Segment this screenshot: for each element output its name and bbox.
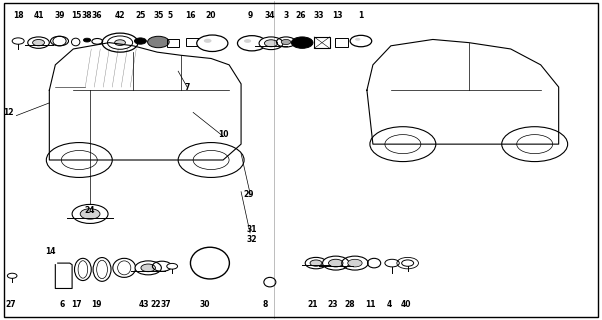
- Text: 20: 20: [206, 11, 216, 20]
- Text: 39: 39: [55, 11, 66, 20]
- Text: 32: 32: [247, 235, 257, 244]
- Text: 5: 5: [168, 11, 173, 20]
- Text: 3: 3: [284, 11, 288, 20]
- Circle shape: [350, 35, 371, 47]
- Text: 37: 37: [161, 300, 172, 309]
- Text: 21: 21: [308, 300, 318, 309]
- Circle shape: [244, 39, 251, 43]
- Text: 29: 29: [243, 190, 253, 199]
- Text: 28: 28: [345, 300, 355, 309]
- Circle shape: [12, 38, 24, 44]
- Text: 30: 30: [200, 300, 210, 309]
- Circle shape: [355, 38, 361, 41]
- Circle shape: [323, 256, 349, 270]
- Text: 31: 31: [247, 225, 257, 234]
- Text: 35: 35: [153, 11, 164, 20]
- Circle shape: [197, 35, 228, 52]
- Circle shape: [134, 38, 146, 44]
- Text: 9: 9: [247, 11, 253, 20]
- Circle shape: [385, 259, 399, 267]
- Text: 26: 26: [296, 11, 306, 20]
- Text: 36: 36: [92, 11, 102, 20]
- Text: 19: 19: [91, 300, 101, 309]
- Text: 24: 24: [85, 206, 95, 215]
- Bar: [314, 37, 330, 48]
- Text: 33: 33: [314, 11, 324, 20]
- Text: 27: 27: [5, 300, 16, 309]
- Text: 22: 22: [150, 300, 161, 309]
- Circle shape: [114, 40, 125, 45]
- Circle shape: [237, 36, 266, 51]
- Circle shape: [329, 259, 343, 267]
- Text: 25: 25: [135, 11, 146, 20]
- Text: 40: 40: [400, 300, 411, 309]
- Circle shape: [264, 40, 278, 47]
- Text: 8: 8: [262, 300, 268, 309]
- Circle shape: [310, 260, 322, 266]
- Bar: [335, 38, 348, 47]
- Text: 18: 18: [13, 11, 23, 20]
- Circle shape: [80, 209, 100, 219]
- Text: 42: 42: [115, 11, 125, 20]
- Text: 38: 38: [82, 11, 92, 20]
- Circle shape: [72, 204, 108, 223]
- Circle shape: [167, 263, 178, 269]
- Bar: [167, 39, 179, 47]
- Circle shape: [305, 257, 327, 269]
- Circle shape: [291, 37, 313, 48]
- Text: 1: 1: [358, 11, 364, 20]
- Circle shape: [259, 37, 283, 50]
- Text: 7: 7: [184, 83, 190, 92]
- Text: 13: 13: [332, 11, 342, 20]
- Text: 14: 14: [45, 247, 56, 257]
- Circle shape: [135, 261, 161, 275]
- Bar: [186, 37, 199, 46]
- Circle shape: [147, 36, 169, 48]
- Circle shape: [7, 273, 17, 278]
- Text: 34: 34: [265, 11, 275, 20]
- Text: 16: 16: [185, 11, 196, 20]
- Text: 10: 10: [218, 130, 228, 139]
- Circle shape: [28, 37, 49, 48]
- Circle shape: [281, 39, 291, 44]
- Circle shape: [33, 39, 45, 46]
- Circle shape: [141, 264, 155, 272]
- Circle shape: [84, 38, 91, 42]
- Text: 11: 11: [365, 300, 375, 309]
- Text: 4: 4: [387, 300, 393, 309]
- Text: 12: 12: [4, 108, 14, 117]
- Text: 41: 41: [33, 11, 44, 20]
- Text: 15: 15: [71, 11, 81, 20]
- Text: 17: 17: [72, 300, 82, 309]
- Circle shape: [402, 260, 414, 266]
- Text: 43: 43: [138, 300, 149, 309]
- Circle shape: [348, 259, 362, 267]
- Text: 23: 23: [327, 300, 337, 309]
- Text: 6: 6: [60, 300, 65, 309]
- Circle shape: [203, 39, 211, 43]
